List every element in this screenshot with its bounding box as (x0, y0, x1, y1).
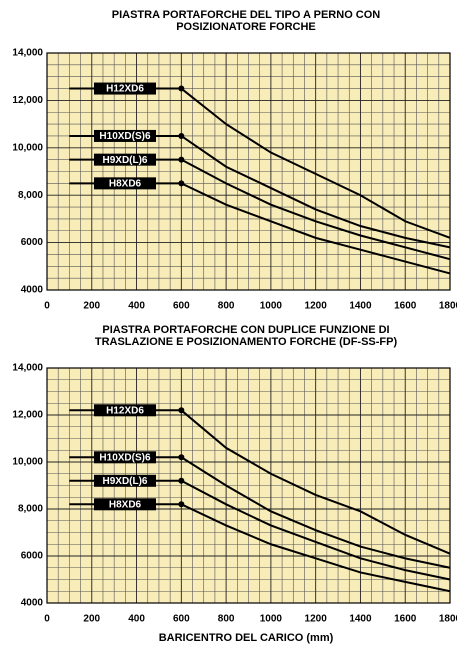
legend-box (94, 153, 156, 166)
plot-frame (46, 367, 451, 604)
point (178, 477, 185, 484)
series-line (69, 182, 451, 275)
series-line (69, 409, 451, 555)
x-axis-label: BARICENTRO DEL CARICO (mm) (159, 632, 334, 644)
x-tick-label: 1000 (260, 614, 283, 625)
legend-label: H9XD(L)6 (102, 476, 147, 487)
series-line (69, 134, 451, 249)
plot-frame (46, 52, 451, 291)
chart-title: TRASLAZIONE E POSIZIONAMENTO FORCHE (DF-… (95, 336, 398, 348)
x-tick-label: 200 (83, 614, 100, 625)
point (178, 407, 185, 414)
chart-title: PIASTRA PORTAFORCHE CON DUPLICE FUNZIONE… (102, 324, 389, 336)
point (178, 156, 185, 163)
x-tick-label: 1800 (439, 614, 457, 625)
x-tick-label: 1800 (439, 301, 457, 312)
x-tick-label: 400 (128, 301, 145, 312)
x-tick-label: 800 (218, 301, 235, 312)
legend-box (94, 129, 156, 142)
series-line (69, 158, 451, 261)
x-tick-label: 400 (128, 614, 145, 625)
x-tick-label: 1400 (349, 614, 372, 625)
legend-label: H9XD(L)6 (102, 155, 147, 166)
y-tick-label: 10,000 (12, 457, 43, 468)
x-tick-label: 1600 (394, 614, 417, 625)
x-tick-label: 1000 (260, 301, 283, 312)
y-tick-label: 10,000 (12, 142, 43, 153)
legend-box (94, 404, 156, 417)
legend-label: H12XD6 (106, 405, 144, 416)
chart-title: PIASTRA PORTAFORCHE DEL TIPO A PERNO CON (112, 9, 381, 21)
y-tick-label: 12,000 (12, 95, 43, 106)
x-tick-label: 1600 (394, 301, 417, 312)
x-tick-label: 1200 (305, 301, 328, 312)
point (178, 85, 185, 92)
y-tick-label: 14,000 (12, 363, 43, 374)
x-tick-label: 600 (173, 301, 190, 312)
y-tick-label: 12,000 (12, 410, 43, 421)
x-tick-label: 800 (218, 614, 235, 625)
y-tick-label: 8,000 (18, 190, 43, 201)
point (178, 501, 185, 508)
y-tick-label: 8,000 (18, 504, 43, 515)
x-tick-label: 0 (44, 614, 50, 625)
legend-box (94, 82, 156, 95)
series-line (69, 479, 451, 581)
legend-label: H8XD6 (109, 178, 142, 189)
series-line (69, 87, 451, 239)
y-tick-label: 14,000 (12, 48, 43, 59)
legend-label: H10XD(S)6 (99, 452, 151, 463)
x-tick-label: 1200 (305, 614, 328, 625)
legend-box (94, 177, 156, 190)
series-line (69, 456, 451, 569)
legend-box (94, 451, 156, 464)
y-tick-label: 6000 (21, 551, 44, 562)
legend-label: H12XD6 (106, 84, 144, 95)
x-tick-label: 600 (173, 614, 190, 625)
point (178, 454, 185, 461)
point (178, 132, 185, 139)
x-tick-label: 0 (44, 301, 50, 312)
x-tick-label: 1400 (349, 301, 372, 312)
y-tick-label: 4000 (21, 598, 44, 609)
chart-title: POSIZIONATORE FORCHE (176, 21, 316, 33)
legend-label: H8XD6 (109, 499, 142, 510)
legend-label: H10XD(S)6 (99, 131, 151, 142)
series-line (69, 503, 451, 593)
legend-box (94, 474, 156, 487)
x-tick-label: 200 (83, 301, 100, 312)
y-tick-label: 4000 (21, 285, 44, 296)
y-tick-label: 6000 (21, 237, 44, 248)
legend-box (94, 498, 156, 511)
point (178, 180, 185, 187)
